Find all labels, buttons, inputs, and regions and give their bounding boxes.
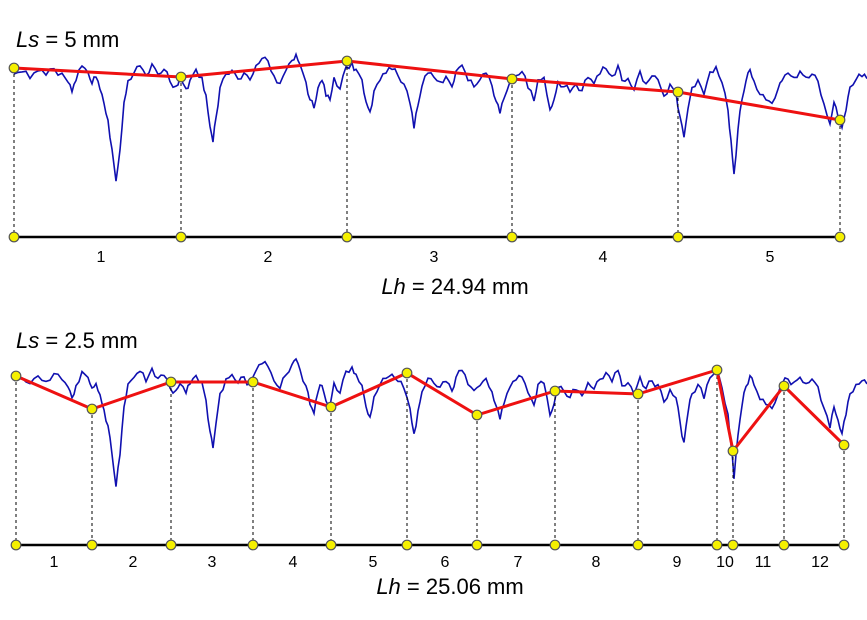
segment-label: 5 (766, 249, 775, 266)
profile-node (727, 445, 739, 457)
segment-label: 4 (599, 249, 608, 266)
baseline-nodes-1 (8, 231, 846, 243)
lh-label-1: Lh = 24.94 mm (381, 274, 528, 299)
baseline-node (834, 231, 846, 243)
segment-label: 7 (514, 554, 523, 571)
baseline-node (727, 539, 739, 551)
segment-label: 9 (673, 554, 682, 571)
baseline-node (672, 231, 684, 243)
segment-label: 5 (369, 554, 378, 571)
surface-profile-2 (13, 357, 867, 487)
segment-chord-polyline-2 (15, 368, 846, 455)
baseline-node (778, 539, 790, 551)
baseline-node (632, 539, 644, 551)
baseline-node (175, 231, 187, 243)
baseline-node (247, 539, 259, 551)
baseline-node (165, 539, 177, 551)
panel-ls-5mm: Ls = 5 mm 1 2 3 4 5 Lh = 24.94 mm (8, 27, 867, 299)
ls-label-2: Ls = 2.5 mm (16, 328, 138, 353)
baseline-nodes-2 (10, 539, 850, 551)
surface-profile-1 (13, 51, 867, 182)
baseline-node (86, 539, 98, 551)
profile-nodes-1 (8, 55, 846, 126)
baseline-node (8, 231, 20, 243)
segment-label: 2 (129, 554, 138, 571)
segment-label: 1 (50, 554, 59, 571)
profile-node (341, 55, 353, 67)
profile-node (834, 114, 846, 126)
profile-node (165, 376, 177, 388)
baseline-node (341, 231, 353, 243)
segment-label: 3 (208, 554, 217, 571)
profile-node (778, 380, 790, 392)
segment-label: 4 (289, 554, 298, 571)
segment-chord-polyline-1 (13, 59, 841, 122)
segment-label: 2 (264, 249, 273, 266)
baseline-node (506, 231, 518, 243)
profile-node (838, 439, 850, 451)
profile-node (471, 409, 483, 421)
segment-labels-2: 1 2 3 4 5 6 7 8 9 10 11 12 (50, 554, 829, 571)
profile-node (672, 86, 684, 98)
baseline-node (10, 539, 22, 551)
baseline-node (401, 539, 413, 551)
baseline-node (325, 539, 337, 551)
projection-lines-2 (15, 370, 845, 545)
profile-node (401, 367, 413, 379)
baseline-node (549, 539, 561, 551)
baseline-node (838, 539, 850, 551)
segment-label: 12 (811, 554, 829, 571)
profile-node (247, 376, 259, 388)
profile-node (86, 403, 98, 415)
ls-label-1: Ls = 5 mm (16, 27, 119, 52)
segment-labels-1: 1 2 3 4 5 (97, 249, 775, 266)
profile-nodes-2 (10, 364, 850, 457)
segment-label: 11 (755, 554, 772, 571)
baseline-node (471, 539, 483, 551)
profile-node (175, 71, 187, 83)
profile-node (325, 401, 337, 413)
profile-node (549, 385, 561, 397)
segment-label: 6 (441, 554, 450, 571)
lh-label-2: Lh = 25.06 mm (376, 574, 523, 599)
profile-node (506, 73, 518, 85)
segment-label: 8 (592, 554, 601, 571)
segment-label: 1 (97, 249, 106, 266)
profile-node (632, 388, 644, 400)
profile-node (10, 370, 22, 382)
segment-label: 10 (716, 554, 734, 571)
profile-node (8, 62, 20, 74)
profile-node (711, 364, 723, 376)
projection-lines-1 (13, 61, 841, 237)
baseline-node (711, 539, 723, 551)
panel-ls-2-5mm: Ls = 2.5 mm 1 2 3 4 5 6 7 8 9 10 11 12 Lh = 25.06 m… (10, 328, 867, 599)
segment-label: 3 (430, 249, 439, 266)
